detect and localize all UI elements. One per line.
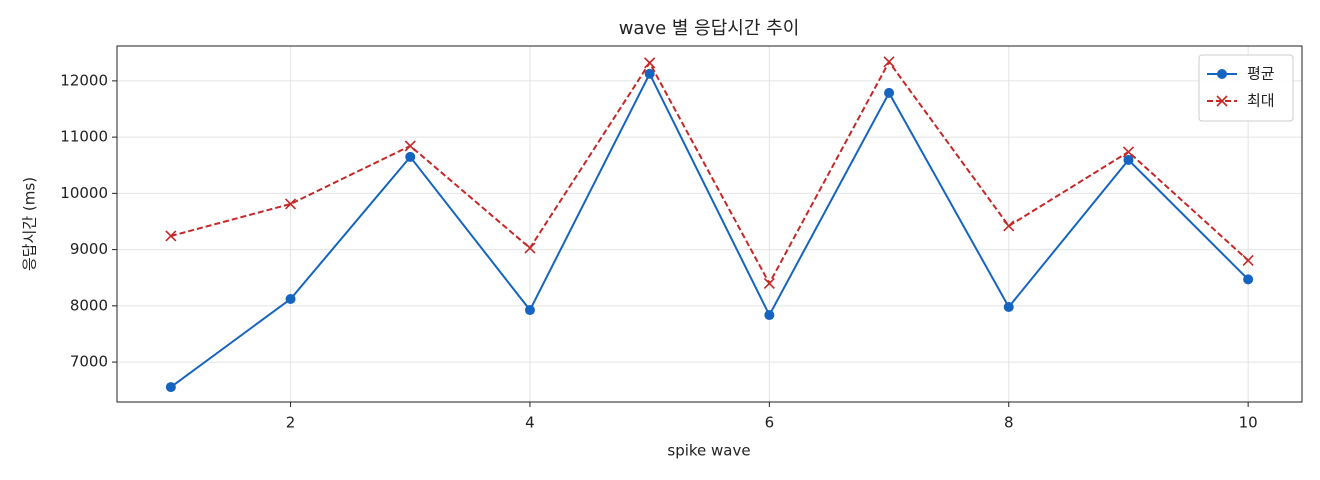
marker	[1003, 302, 1014, 313]
marker	[165, 230, 177, 242]
marker	[763, 277, 775, 289]
marker	[1243, 274, 1254, 285]
legend-marker	[1217, 69, 1227, 79]
plot-area	[165, 56, 1254, 393]
marker	[165, 382, 176, 393]
y-tick-label: 11000	[60, 128, 108, 146]
y-tick-label: 12000	[60, 71, 108, 89]
y-tick-label: 9000	[70, 240, 108, 258]
y-tick-label: 10000	[60, 184, 108, 202]
marker	[644, 57, 656, 69]
chart-title: wave 별 응답시간 추이	[619, 18, 800, 39]
grid	[117, 46, 1302, 402]
legend-label: 최대	[1247, 92, 1275, 110]
marker	[1242, 254, 1254, 266]
y-axis-label: 응답시간 (ms)	[21, 177, 39, 271]
y-tick-label: 8000	[70, 296, 108, 314]
x-axis-label: spike wave	[667, 442, 750, 460]
x-tick-label: 2	[286, 414, 296, 432]
marker	[764, 310, 775, 321]
legend-label: 평균	[1247, 65, 1275, 83]
x-tick-label: 10	[1239, 414, 1258, 432]
marker	[884, 87, 895, 98]
legend-marker	[1216, 95, 1228, 107]
series-line	[170, 71, 1249, 388]
marker	[524, 305, 535, 316]
marker	[404, 140, 416, 152]
series-line	[170, 59, 1249, 286]
plot-frame	[116, 45, 1303, 403]
marker	[285, 294, 296, 305]
x-tick-label: 4	[525, 414, 535, 432]
legend-box	[1198, 54, 1294, 122]
marker	[284, 198, 297, 210]
x-tick-label: 8	[1004, 414, 1014, 432]
marker	[1003, 220, 1015, 232]
marker	[524, 242, 536, 254]
marker	[405, 151, 416, 162]
x-tick-label: 6	[765, 414, 775, 432]
marker	[883, 56, 895, 68]
marker	[1122, 146, 1135, 158]
y-tick-label: 7000	[70, 353, 108, 371]
marker	[644, 68, 655, 79]
marker	[1123, 154, 1134, 165]
